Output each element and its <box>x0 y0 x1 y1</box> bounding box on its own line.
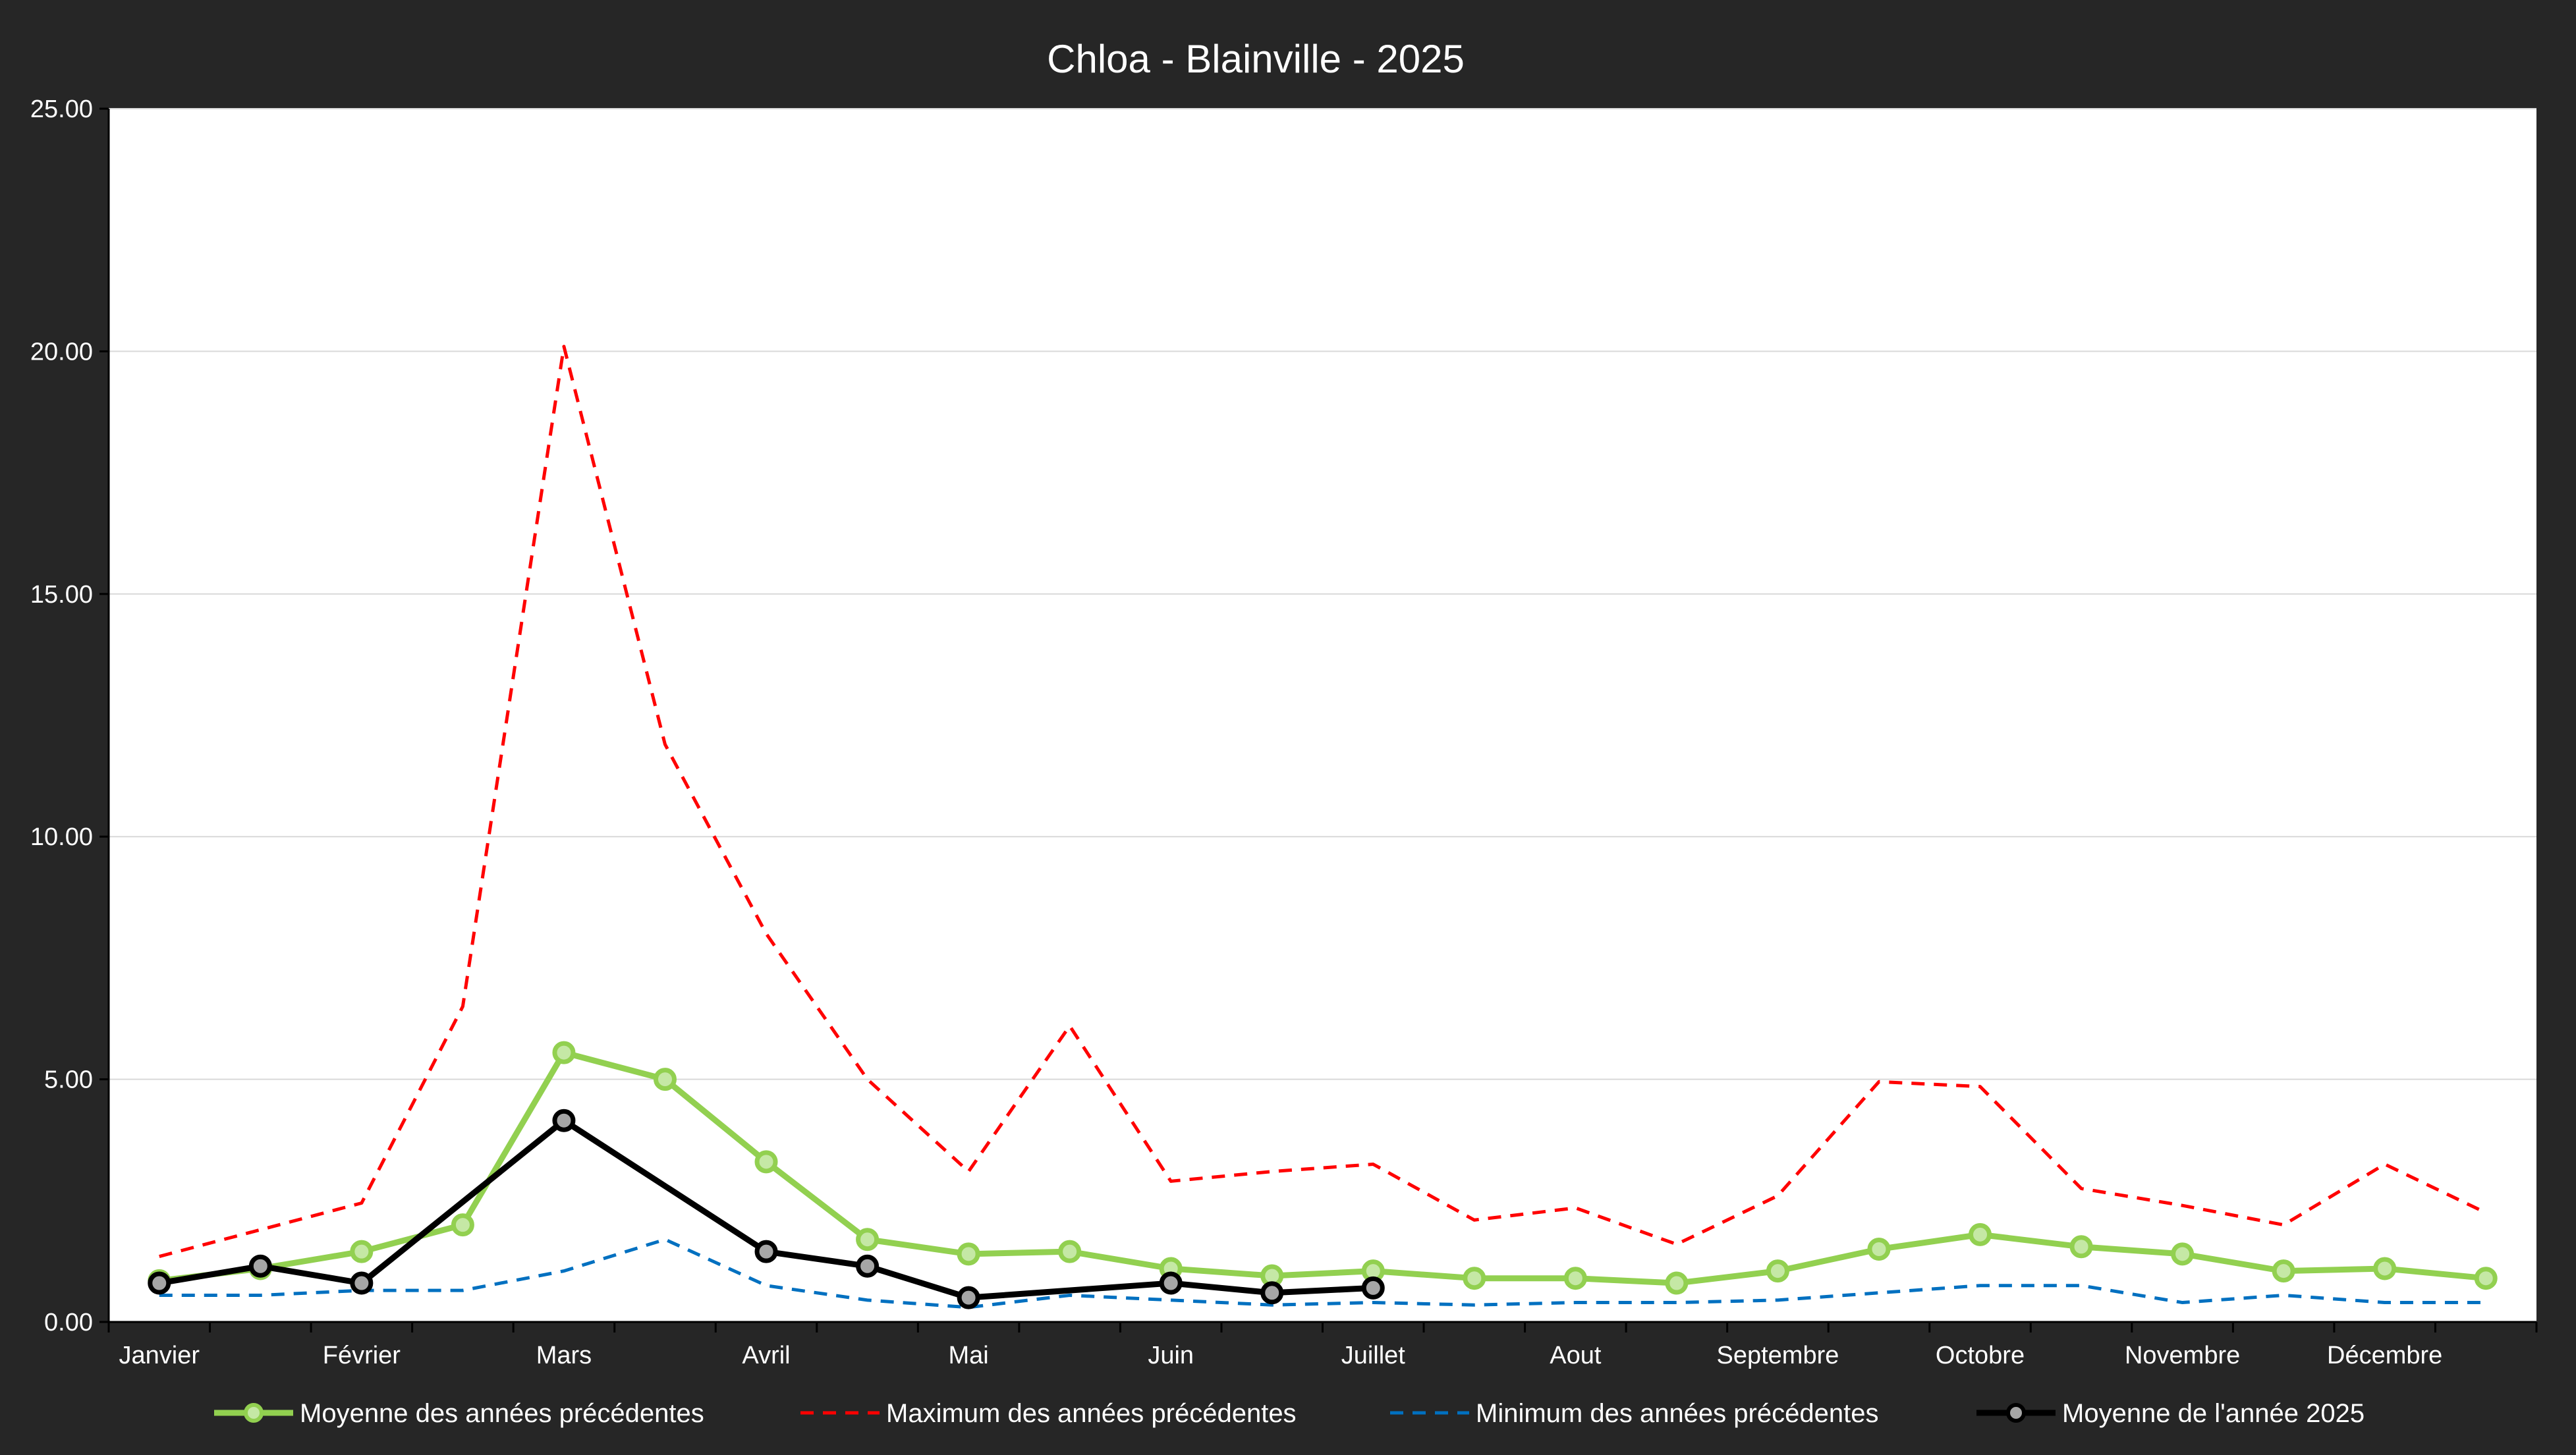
series-line <box>159 1238 2486 1309</box>
data-point <box>856 1254 880 1278</box>
data-point <box>552 1041 576 1064</box>
series-layer <box>148 344 2498 1309</box>
series-line <box>159 344 2487 1258</box>
data-point <box>552 1109 576 1132</box>
data-point <box>1766 1259 1789 1283</box>
series-1 <box>159 344 2487 1258</box>
legend-label: Maximum des années précédentes <box>886 1399 1297 1428</box>
data-point <box>754 1150 778 1174</box>
data-point <box>1260 1281 1284 1305</box>
series-line <box>159 1049 2486 1286</box>
x-tick-label: Mai <box>948 1342 988 1369</box>
x-tick-label: Janvier <box>119 1342 200 1369</box>
data-point <box>1463 1267 1486 1290</box>
legend-label: Moyenne des années précédentes <box>300 1399 704 1428</box>
axes <box>99 107 2538 1332</box>
data-point <box>653 1068 677 1091</box>
data-point <box>350 1240 374 1263</box>
legend-label: Moyenne de l'année 2025 <box>2062 1399 2365 1428</box>
series-2 <box>159 1238 2486 1309</box>
data-point <box>248 1254 272 1278</box>
x-tick-label: Mars <box>536 1342 592 1369</box>
gridlines <box>109 108 2536 1080</box>
data-point <box>1665 1271 1689 1295</box>
x-tick-label: Juillet <box>1341 1342 1406 1369</box>
legend-marker <box>244 1403 264 1423</box>
data-point <box>1361 1276 1385 1300</box>
x-tick-label: Septembre <box>1716 1342 1839 1369</box>
plot-area <box>109 109 2536 1322</box>
data-point <box>957 1242 980 1266</box>
x-tick-label: Avril <box>742 1342 790 1369</box>
y-axis-ticks: 0.00 5.00 10.00 15.00 20.00 25.00 <box>30 96 93 1336</box>
legend-marker <box>2006 1403 2026 1423</box>
data-point <box>451 1213 474 1237</box>
series-3 <box>148 1109 1385 1309</box>
y-tick-label: 0.00 <box>44 1309 93 1336</box>
data-point <box>1969 1222 1992 1246</box>
data-point <box>2272 1259 2295 1283</box>
chart-title: Chloa - Blainville - 2025 <box>1047 37 1465 81</box>
x-tick-label: Décembre <box>2327 1342 2442 1369</box>
x-tick-label: Juin <box>1148 1342 1194 1369</box>
legend-item-2: Minimum des années précédentes <box>1390 1399 1878 1428</box>
legend: Moyenne des années précédentes Maximum de… <box>214 1399 2365 1428</box>
data-point <box>957 1286 980 1309</box>
data-point <box>2474 1267 2498 1290</box>
data-point <box>2069 1235 2093 1259</box>
data-point <box>2373 1257 2397 1280</box>
y-tick-label: 10.00 <box>30 823 93 851</box>
data-point <box>350 1271 374 1295</box>
x-axis-ticks: Janvier Février Mars Avril Mai Juin Juillet Aou… <box>119 1342 2443 1369</box>
data-point <box>2171 1242 2195 1266</box>
data-point <box>148 1271 171 1295</box>
legend-item-0: Moyenne des années précédentes <box>214 1399 704 1428</box>
x-tick-label: Février <box>323 1342 401 1369</box>
data-point <box>754 1240 778 1263</box>
data-point <box>1058 1240 1082 1263</box>
x-tick-label: Novembre <box>2125 1342 2240 1369</box>
legend-item-3: Moyenne de l'année 2025 <box>1976 1399 2365 1428</box>
legend-item-1: Maximum des années précédentes <box>800 1399 1297 1428</box>
data-point <box>1867 1237 1891 1261</box>
data-point <box>856 1228 880 1251</box>
data-point <box>1563 1267 1587 1290</box>
x-tick-label: Octobre <box>1936 1342 2025 1369</box>
series-line <box>159 1117 1374 1301</box>
y-tick-label: 5.00 <box>44 1066 93 1094</box>
y-tick-label: 20.00 <box>30 338 93 366</box>
legend-label: Minimum des années précédentes <box>1476 1399 1878 1428</box>
series-0 <box>148 1041 2498 1295</box>
y-tick-label: 15.00 <box>30 581 93 609</box>
x-tick-label: Aout <box>1550 1342 1602 1369</box>
data-point <box>1159 1271 1183 1295</box>
y-tick-label: 25.00 <box>30 96 93 123</box>
